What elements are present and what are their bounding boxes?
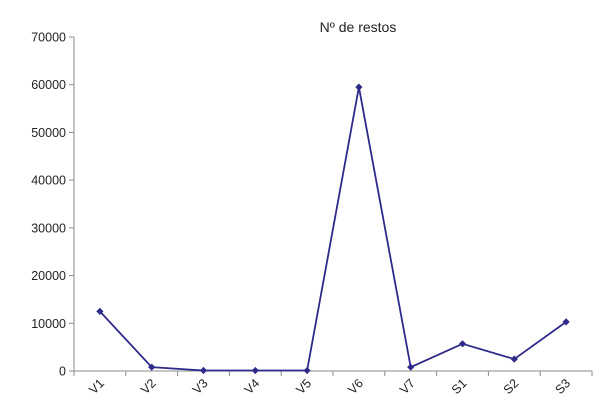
data-point-marker [251, 366, 259, 375]
data-point-marker [355, 83, 363, 91]
y-tick-label: 10000 [31, 317, 66, 331]
y-axis-ticks: 0 10000 20000 30000 40000 50000 60000 70000 [31, 31, 74, 379]
data-point-marker [303, 366, 311, 375]
x-tick-label: S1 [449, 376, 470, 397]
x-tick-label: S3 [553, 376, 574, 397]
y-tick-label: 40000 [31, 174, 66, 188]
x-tick-label: V4 [242, 376, 263, 397]
x-axis-ticks: V1 V2 V3 V4 V5 V6 V7 S1 S2 S3 [73, 371, 593, 397]
y-tick-label: 70000 [31, 31, 66, 45]
x-tick-label: V7 [397, 376, 418, 397]
data-point-marker [199, 366, 208, 375]
x-tick-label: V1 [86, 376, 107, 397]
data-point-marker [96, 307, 104, 315]
data-point-marker [458, 340, 467, 348]
data-point-marker [562, 318, 570, 326]
y-tick-label: 30000 [31, 221, 66, 235]
chart-title: Nº de restos [320, 19, 397, 35]
axes [73, 37, 592, 372]
y-tick-label: 0 [59, 365, 66, 379]
x-tick-label: S2 [501, 376, 522, 397]
series-line [99, 86, 567, 372]
x-tick-label: V6 [345, 376, 366, 397]
y-tick-label: 60000 [31, 78, 66, 92]
series-group [96, 83, 570, 375]
y-tick-label: 20000 [31, 269, 66, 283]
data-point-marker [407, 363, 415, 371]
x-tick-label: V2 [138, 376, 159, 397]
y-tick-label: 50000 [31, 126, 66, 140]
x-tick-label: V5 [294, 376, 315, 397]
data-point-marker [510, 355, 518, 363]
x-tick-label: V3 [190, 376, 211, 397]
data-point-marker [148, 363, 156, 371]
